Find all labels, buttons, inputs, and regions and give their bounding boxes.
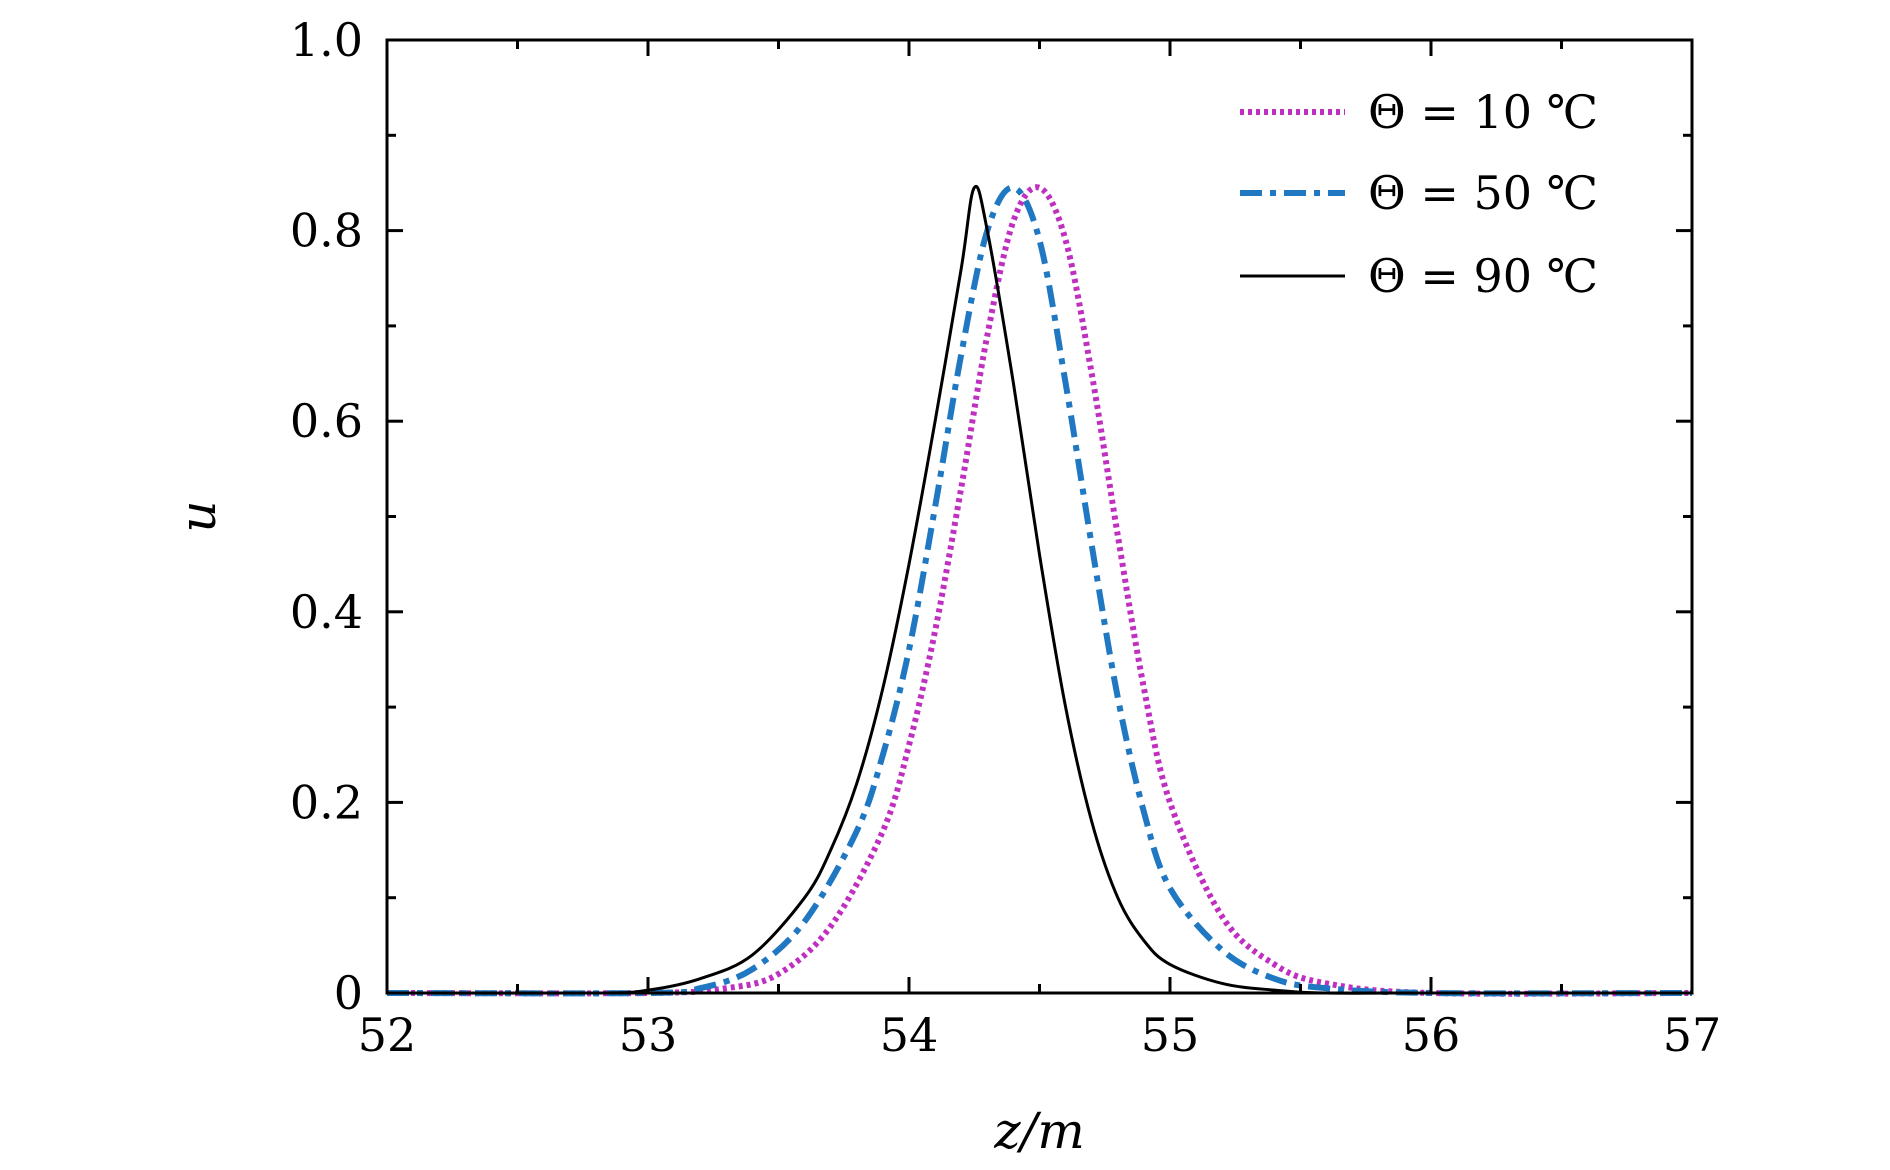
x-tick-label: 52 — [358, 1008, 417, 1062]
y-tick-label: 1.0 — [290, 13, 363, 67]
legend: Θ = 10 ℃ Θ = 50 ℃ Θ = 90 ℃ — [1240, 85, 1598, 303]
series-group — [386, 184, 1693, 997]
y-tick-label: 0 — [334, 966, 363, 1020]
x-tick-label: 54 — [880, 1008, 939, 1062]
legend-label-1: Θ = 10 ℃ — [1368, 85, 1598, 139]
series-line-1 — [386, 184, 1693, 997]
legend-label-2: Θ = 50 ℃ — [1368, 166, 1598, 220]
x-tick-label: 56 — [1402, 1008, 1461, 1062]
y-tick-label: 0.4 — [290, 585, 363, 639]
y-axis-label: u — [169, 500, 227, 532]
x-axis-label: z/m — [993, 1102, 1085, 1160]
y-tick-label: 0.8 — [290, 204, 363, 258]
x-tick-label: 53 — [619, 1008, 678, 1062]
series-line-2 — [386, 184, 1693, 997]
ticks-group: 52 53 54 55 56 57 0 0.2 0.4 0.6 0.8 1.0 — [290, 13, 1721, 1062]
y-tick-label: 0.6 — [290, 394, 363, 448]
legend-label-3: Θ = 90 ℃ — [1368, 249, 1598, 303]
x-tick-label: 57 — [1663, 1008, 1722, 1062]
y-tick-label: 0.2 — [290, 775, 363, 829]
series-line-3 — [386, 184, 1692, 995]
x-tick-label: 55 — [1141, 1008, 1200, 1062]
